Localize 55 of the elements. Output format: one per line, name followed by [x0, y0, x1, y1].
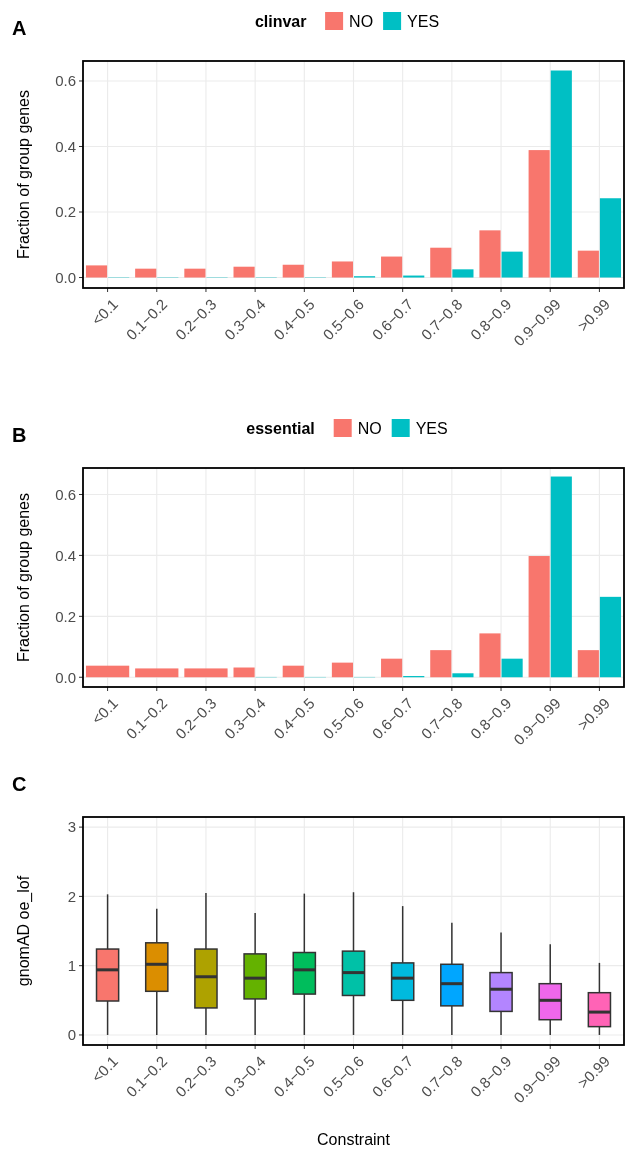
y-axis-title: Fraction of group genes	[15, 493, 32, 662]
y-tick-label: 0.2	[55, 607, 76, 625]
y-tick-label: 3	[67, 818, 76, 836]
bar	[381, 256, 403, 278]
bar	[233, 266, 255, 278]
x-tick-label: <0.1	[88, 295, 122, 329]
bar	[331, 261, 353, 278]
y-tick-label: 2	[67, 887, 76, 905]
x-axis-title: Constraint	[317, 1131, 391, 1148]
legend-title: essential	[246, 419, 315, 437]
y-axis-title: Fraction of group genes	[15, 90, 32, 259]
bar	[501, 251, 523, 278]
bar	[599, 198, 622, 278]
y-tick-label: 0.6	[55, 72, 76, 90]
y-tick-label: 0.4	[55, 137, 76, 155]
bar	[381, 658, 403, 678]
chart-title: B	[12, 424, 27, 446]
bar	[430, 650, 452, 678]
bar	[282, 264, 304, 278]
y-tick-label: 0.0	[55, 268, 76, 286]
bar	[135, 268, 157, 278]
bar	[282, 665, 304, 678]
bar	[479, 230, 501, 278]
y-tick-label: 1	[67, 956, 76, 974]
bar	[577, 650, 599, 678]
bar	[550, 476, 572, 678]
bar	[577, 250, 599, 278]
legend-label: YES	[415, 419, 448, 437]
bar	[184, 268, 206, 278]
bar	[233, 667, 255, 678]
legend-label: YES	[407, 12, 440, 30]
bar	[452, 269, 474, 278]
y-tick-label: 0.2	[55, 203, 76, 221]
bar	[331, 662, 353, 678]
bar	[85, 265, 108, 278]
y-tick-label: 0.4	[55, 546, 76, 564]
legend-title: clinvar	[254, 12, 307, 30]
bar	[550, 70, 572, 278]
bar	[452, 673, 474, 678]
chart-title: A	[12, 17, 27, 39]
bar	[430, 247, 452, 278]
chart-title: C	[12, 773, 27, 795]
bar	[528, 556, 550, 678]
x-tick-label: <0.1	[88, 1052, 122, 1086]
legend-label: NO	[349, 12, 374, 30]
bar	[501, 658, 523, 678]
y-tick-label: 0	[67, 1026, 76, 1044]
legend-label: NO	[357, 419, 382, 437]
y-tick-label: 0.0	[55, 668, 76, 686]
bar	[599, 596, 622, 678]
y-axis-title: gnomAD oe_lof	[15, 875, 33, 987]
x-tick-label: <0.1	[88, 694, 122, 728]
bar	[479, 633, 501, 678]
y-tick-label: 0.6	[55, 485, 76, 503]
bar	[528, 150, 550, 278]
